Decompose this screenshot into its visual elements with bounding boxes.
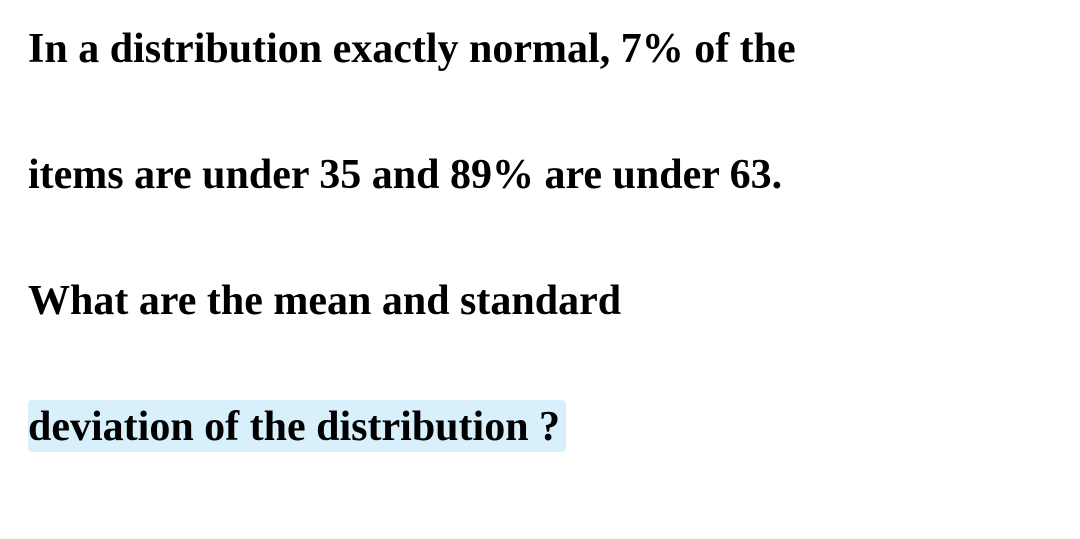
question-text-block: In a distribution exactly normal, 7% of … [0,0,1080,448]
text-line-2: items are under 35 and 89% are under 63. [28,154,1052,196]
highlighted-text: deviation of the distribution ? [28,400,566,452]
question-paragraph: In a distribution exactly normal, 7% of … [28,28,1052,448]
text-line-4: deviation of the distribution ? [28,406,1052,448]
text-line-3: What are the mean and standard [28,280,1052,322]
text-line-1: In a distribution exactly normal, 7% of … [28,28,1052,70]
